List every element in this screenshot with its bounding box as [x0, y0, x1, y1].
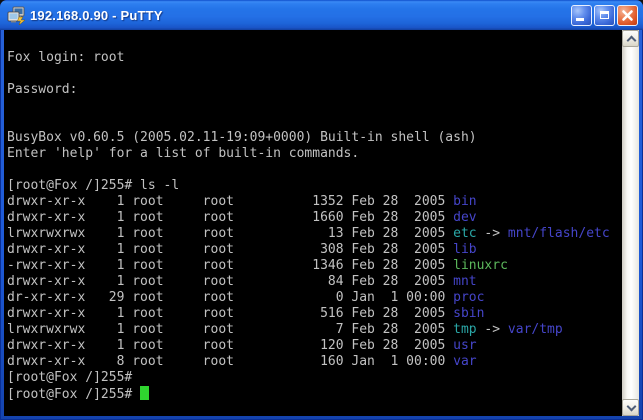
- title-bar[interactable]: 192.168.0.90 - PuTTY: [0, 0, 643, 30]
- terminal-text: Password:: [7, 82, 78, 97]
- terminal-line: [root@Fox /]255# ls -l: [7, 178, 622, 194]
- terminal-text: drwxr-xr-x 1 root root 1352 Feb 28 2005: [7, 194, 454, 209]
- file-name-dir: mnt: [453, 274, 477, 289]
- terminal-line: drwxr-xr-x 1 root root 84 Feb 28 2005 mn…: [7, 274, 622, 290]
- chevron-up-icon: [626, 35, 637, 46]
- maximize-icon: [600, 10, 609, 19]
- file-name-sym: tmp: [453, 322, 477, 337]
- scroll-up-button[interactable]: [622, 30, 639, 47]
- terminal-line: -rwxr-xr-x 1 root root 1346 Feb 28 2005 …: [7, 258, 622, 274]
- terminal-text: lrwxrwxrwx 1 root root 13 Feb 28 2005: [7, 226, 454, 241]
- terminal-line: [7, 162, 622, 178]
- terminal-text: [root@Fox /]255# ls -l: [7, 178, 180, 193]
- terminal-line: drwxr-xr-x 1 root root 1352 Feb 28 2005 …: [7, 194, 622, 210]
- file-name-dir: lib: [453, 242, 477, 257]
- terminal-text: drwxr-xr-x 1 root root 1660 Feb 28 2005: [7, 210, 454, 225]
- terminal-line: drwxr-xr-x 1 root root 1660 Feb 28 2005 …: [7, 210, 622, 226]
- terminal-text: Enter 'help' for a list of built-in comm…: [7, 146, 360, 161]
- terminal-line: [7, 114, 622, 130]
- terminal-line: drwxr-xr-x 1 root root 516 Feb 28 2005 s…: [7, 306, 622, 322]
- terminal-line: [root@Fox /]255#: [7, 386, 622, 402]
- terminal-line: lrwxrwxrwx 1 root root 13 Feb 28 2005 et…: [7, 226, 622, 242]
- scrollbar[interactable]: [622, 30, 639, 416]
- scrollbar-track[interactable]: [622, 47, 639, 399]
- file-name-dir: dev: [453, 210, 477, 225]
- terminal-line: [root@Fox /]255#: [7, 370, 622, 386]
- terminal-line: lrwxrwxrwx 1 root root 7 Feb 28 2005 tmp…: [7, 322, 622, 338]
- terminal-text: lrwxrwxrwx 1 root root 7 Feb 28 2005: [7, 322, 454, 337]
- terminal-line: drwxr-xr-x 1 root root 120 Feb 28 2005 u…: [7, 338, 622, 354]
- terminal-line: [7, 66, 622, 82]
- terminal-line: Enter 'help' for a list of built-in comm…: [7, 146, 622, 162]
- terminal-text: [root@Fox /]255#: [7, 370, 133, 385]
- minimize-button[interactable]: [571, 4, 592, 26]
- terminal-text: ->: [476, 322, 508, 337]
- terminal-line: Password:: [7, 82, 622, 98]
- scroll-down-button[interactable]: [622, 399, 639, 416]
- maximize-button[interactable]: [594, 4, 615, 26]
- terminal-text: drwxr-xr-x 1 root root 84 Feb 28 2005: [7, 274, 454, 289]
- terminal-text: drwxr-xr-x 8 root root 160 Jan 1 00:00: [7, 354, 454, 369]
- file-name-dir: bin: [453, 194, 477, 209]
- window-title: 192.168.0.90 - PuTTY: [30, 7, 163, 23]
- terminal-cursor: [140, 386, 150, 400]
- file-name-dir: sbin: [453, 306, 485, 321]
- file-name-dir: mnt/flash/etc: [507, 226, 610, 241]
- terminal-line: dr-xr-xr-x 29 root root 0 Jan 1 00:00 pr…: [7, 290, 622, 306]
- terminal-line: BusyBox v0.60.5 (2005.02.11-19:09+0000) …: [7, 130, 622, 146]
- terminal-line: drwxr-xr-x 8 root root 160 Jan 1 00:00 v…: [7, 354, 622, 370]
- terminal-line: Fox login: root: [7, 50, 622, 66]
- terminal-line: [7, 34, 622, 50]
- window-body: Fox login: root Password: BusyBox v0.60.…: [4, 30, 639, 416]
- terminal-text: drwxr-xr-x 1 root root 120 Feb 28 2005: [7, 338, 454, 353]
- terminal-text: drwxr-xr-x 1 root root 516 Feb 28 2005: [7, 306, 454, 321]
- minimize-icon: [576, 17, 584, 21]
- putty-icon[interactable]: [6, 5, 26, 25]
- file-name-sym: etc: [453, 226, 477, 241]
- terminal-text: BusyBox v0.60.5 (2005.02.11-19:09+0000) …: [7, 130, 477, 145]
- file-name-exe: linuxrc: [453, 258, 508, 273]
- file-name-dir: var: [453, 354, 477, 369]
- terminal-text: [root@Fox /]255#: [7, 387, 141, 402]
- file-name-dir: var/tmp: [507, 322, 563, 337]
- window-controls: [571, 4, 638, 26]
- terminal-text: -rwxr-xr-x 1 root root 1346 Feb 28 2005: [7, 258, 454, 273]
- terminal-line: [7, 98, 622, 114]
- chevron-down-icon: [626, 401, 637, 412]
- file-name-dir: proc: [453, 290, 485, 305]
- close-button[interactable]: [617, 4, 638, 26]
- terminal-text: drwxr-xr-x 1 root root 308 Feb 28 2005: [7, 242, 454, 257]
- close-icon: [622, 9, 633, 21]
- terminal-output[interactable]: Fox login: root Password: BusyBox v0.60.…: [4, 30, 622, 416]
- terminal-text: Fox login: root: [7, 50, 125, 65]
- terminal-text: ->: [476, 226, 508, 241]
- file-name-dir: usr: [453, 338, 477, 353]
- terminal-line: drwxr-xr-x 1 root root 308 Feb 28 2005 l…: [7, 242, 622, 258]
- terminal-text: dr-xr-xr-x 29 root root 0 Jan 1 00:00: [7, 290, 454, 305]
